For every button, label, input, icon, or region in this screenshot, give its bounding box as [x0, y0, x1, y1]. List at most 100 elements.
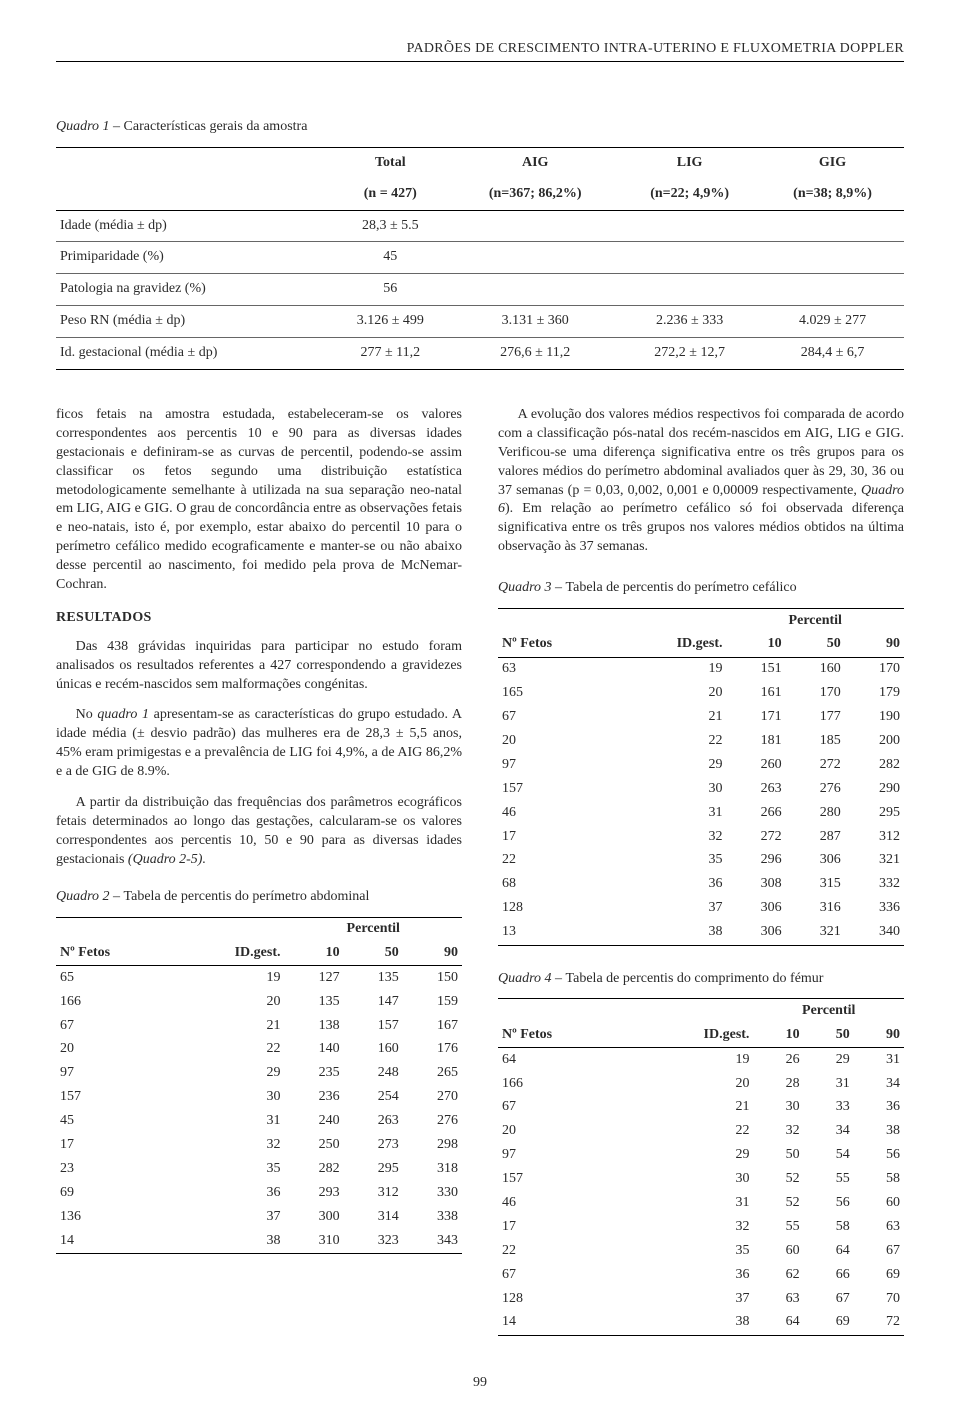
- table-row: Primiparidade (%)45: [56, 242, 904, 274]
- quadro1-title: Características gerais da amostra: [124, 119, 308, 134]
- perc-p10: 151: [726, 657, 785, 681]
- q1-col-aig-h1: AIG: [452, 147, 618, 178]
- perc-idgest: 38: [617, 921, 727, 945]
- perc-p90: 282: [845, 753, 904, 777]
- perc-p90: 67: [854, 1239, 904, 1263]
- perc-idgest: 35: [617, 849, 727, 873]
- perc-idgest: 22: [175, 1038, 285, 1062]
- perc-nfetos: 67: [498, 706, 617, 730]
- table-row: 1438310323343: [56, 1229, 462, 1253]
- perc-p10: 171: [726, 706, 785, 730]
- perc-nfetos: 46: [498, 801, 617, 825]
- q1-cell: [761, 242, 904, 274]
- table-row: 6836308315332: [498, 873, 904, 897]
- perc-p90: 63: [854, 1215, 904, 1239]
- perc-p10: 235: [284, 1062, 343, 1086]
- q1-row-label: Primiparidade (%): [56, 242, 328, 274]
- perc-p90: 167: [403, 1014, 462, 1038]
- table-row: 1732250273298: [56, 1134, 462, 1158]
- q1-cell: 4.029 ± 277: [761, 306, 904, 338]
- q1-col-lig-h2: (n=22; 4,9%): [618, 179, 761, 210]
- right-p1b: ). Em relação ao perímetro cefálico só f…: [498, 501, 904, 554]
- perc-idgest: 38: [631, 1311, 754, 1335]
- perc-idgest: 30: [617, 777, 727, 801]
- perc-nfetos: 20: [56, 1038, 175, 1062]
- q1-cell: [761, 210, 904, 242]
- quadro1-caption: Quadro 1 – Características gerais da amo…: [56, 118, 904, 137]
- perc-p10: 296: [726, 849, 785, 873]
- perc-p50: 323: [344, 1229, 403, 1253]
- table-row: 4631525660: [498, 1192, 904, 1216]
- perc-p10: 300: [284, 1205, 343, 1229]
- table-row: 2235296306321: [498, 849, 904, 873]
- perc-p50: 321: [786, 921, 845, 945]
- q1-row-label: Id. gestacional (média ± dp): [56, 338, 328, 370]
- perc-nfetos: 22: [498, 1239, 631, 1263]
- quadro2-caption: Quadro 2 – Tabela de percentis do períme…: [56, 888, 462, 907]
- perc-nfetos: 68: [498, 873, 617, 897]
- left-para-1: ficos fetais na amostra estudada, estabe…: [56, 406, 462, 595]
- perc-p50: 306: [786, 849, 845, 873]
- perc-nfetos: 17: [56, 1134, 175, 1158]
- perc-nfetos: 23: [56, 1157, 175, 1181]
- perc-p10: 308: [726, 873, 785, 897]
- perc-idgest: 36: [617, 873, 727, 897]
- perc-nfetos: 157: [498, 777, 617, 801]
- quadro1-table: Total AIG LIG GIG (n = 427) (n=367; 86,2…: [56, 147, 904, 370]
- perc-p90: 312: [845, 825, 904, 849]
- perc-p50: 315: [786, 873, 845, 897]
- perc-p50: 273: [344, 1134, 403, 1158]
- q1-cell: 28,3 ± 5.5: [328, 210, 452, 242]
- table-row: 9729505456: [498, 1144, 904, 1168]
- quadro3-num: Quadro 3 –: [498, 580, 562, 595]
- perc-idgest: 37: [617, 897, 727, 921]
- perc-p10: 135: [284, 990, 343, 1014]
- perc-nfetos: 69: [56, 1181, 175, 1205]
- perc-p10: 181: [726, 729, 785, 753]
- perc-p50: 29: [804, 1048, 854, 1072]
- perc-p90: 332: [845, 873, 904, 897]
- perc-idgest: 37: [631, 1287, 754, 1311]
- perc-p10: 127: [284, 966, 343, 990]
- perc-p50: 64: [804, 1239, 854, 1263]
- q1-row-label: Patologia na gravidez (%): [56, 274, 328, 306]
- perc-nfetos: 14: [498, 1311, 631, 1335]
- perc-nfetos: 14: [56, 1229, 175, 1253]
- perc-p10: 63: [753, 1287, 803, 1311]
- perc-p90: 60: [854, 1192, 904, 1216]
- perc-idgest: 20: [175, 990, 285, 1014]
- left-column: ficos fetais na amostra estudada, estabe…: [56, 406, 462, 1360]
- perc-nfetos: 65: [56, 966, 175, 990]
- right-para-1: A evolução dos valores médios respectivo…: [498, 406, 904, 557]
- results-heading: RESULTADOS: [56, 609, 462, 628]
- perc-p90: 179: [845, 682, 904, 706]
- perc-idgest: 32: [175, 1134, 285, 1158]
- perc-idgest: 20: [631, 1072, 754, 1096]
- perc-p10: 50: [753, 1144, 803, 1168]
- perc-p50: 314: [344, 1205, 403, 1229]
- perc-p50: 287: [786, 825, 845, 849]
- perc-p50: 31: [804, 1072, 854, 1096]
- quadro1-num: Quadro 1 –: [56, 119, 120, 134]
- perc-p50: 276: [786, 777, 845, 801]
- q1-cell: [618, 274, 761, 306]
- perc-p90: 298: [403, 1134, 462, 1158]
- left-para-4: A partir da distribuição das frequências…: [56, 794, 462, 870]
- table-row: 1732555863: [498, 1215, 904, 1239]
- q1-col-total-h1: Total: [328, 147, 452, 178]
- q1-col-total-h2: (n = 427): [328, 179, 452, 210]
- perc-p90: 36: [854, 1096, 904, 1120]
- table-row: 1338306321340: [498, 921, 904, 945]
- perc-p90: 176: [403, 1038, 462, 1062]
- running-header: PADRÕES DE CRESCIMENTO INTRA-UTERINO E F…: [56, 40, 904, 62]
- table-row: 4631266280295: [498, 801, 904, 825]
- table-row: 6721171177190: [498, 706, 904, 730]
- perc-idgest: 36: [175, 1181, 285, 1205]
- perc-nfetos: 97: [498, 1144, 631, 1168]
- perc-p10: 250: [284, 1134, 343, 1158]
- perc-nfetos: 46: [498, 1192, 631, 1216]
- perc-p90: 321: [845, 849, 904, 873]
- perc-p10: 60: [753, 1239, 803, 1263]
- perc-p10: 28: [753, 1072, 803, 1096]
- table-row: 2022181185200: [498, 729, 904, 753]
